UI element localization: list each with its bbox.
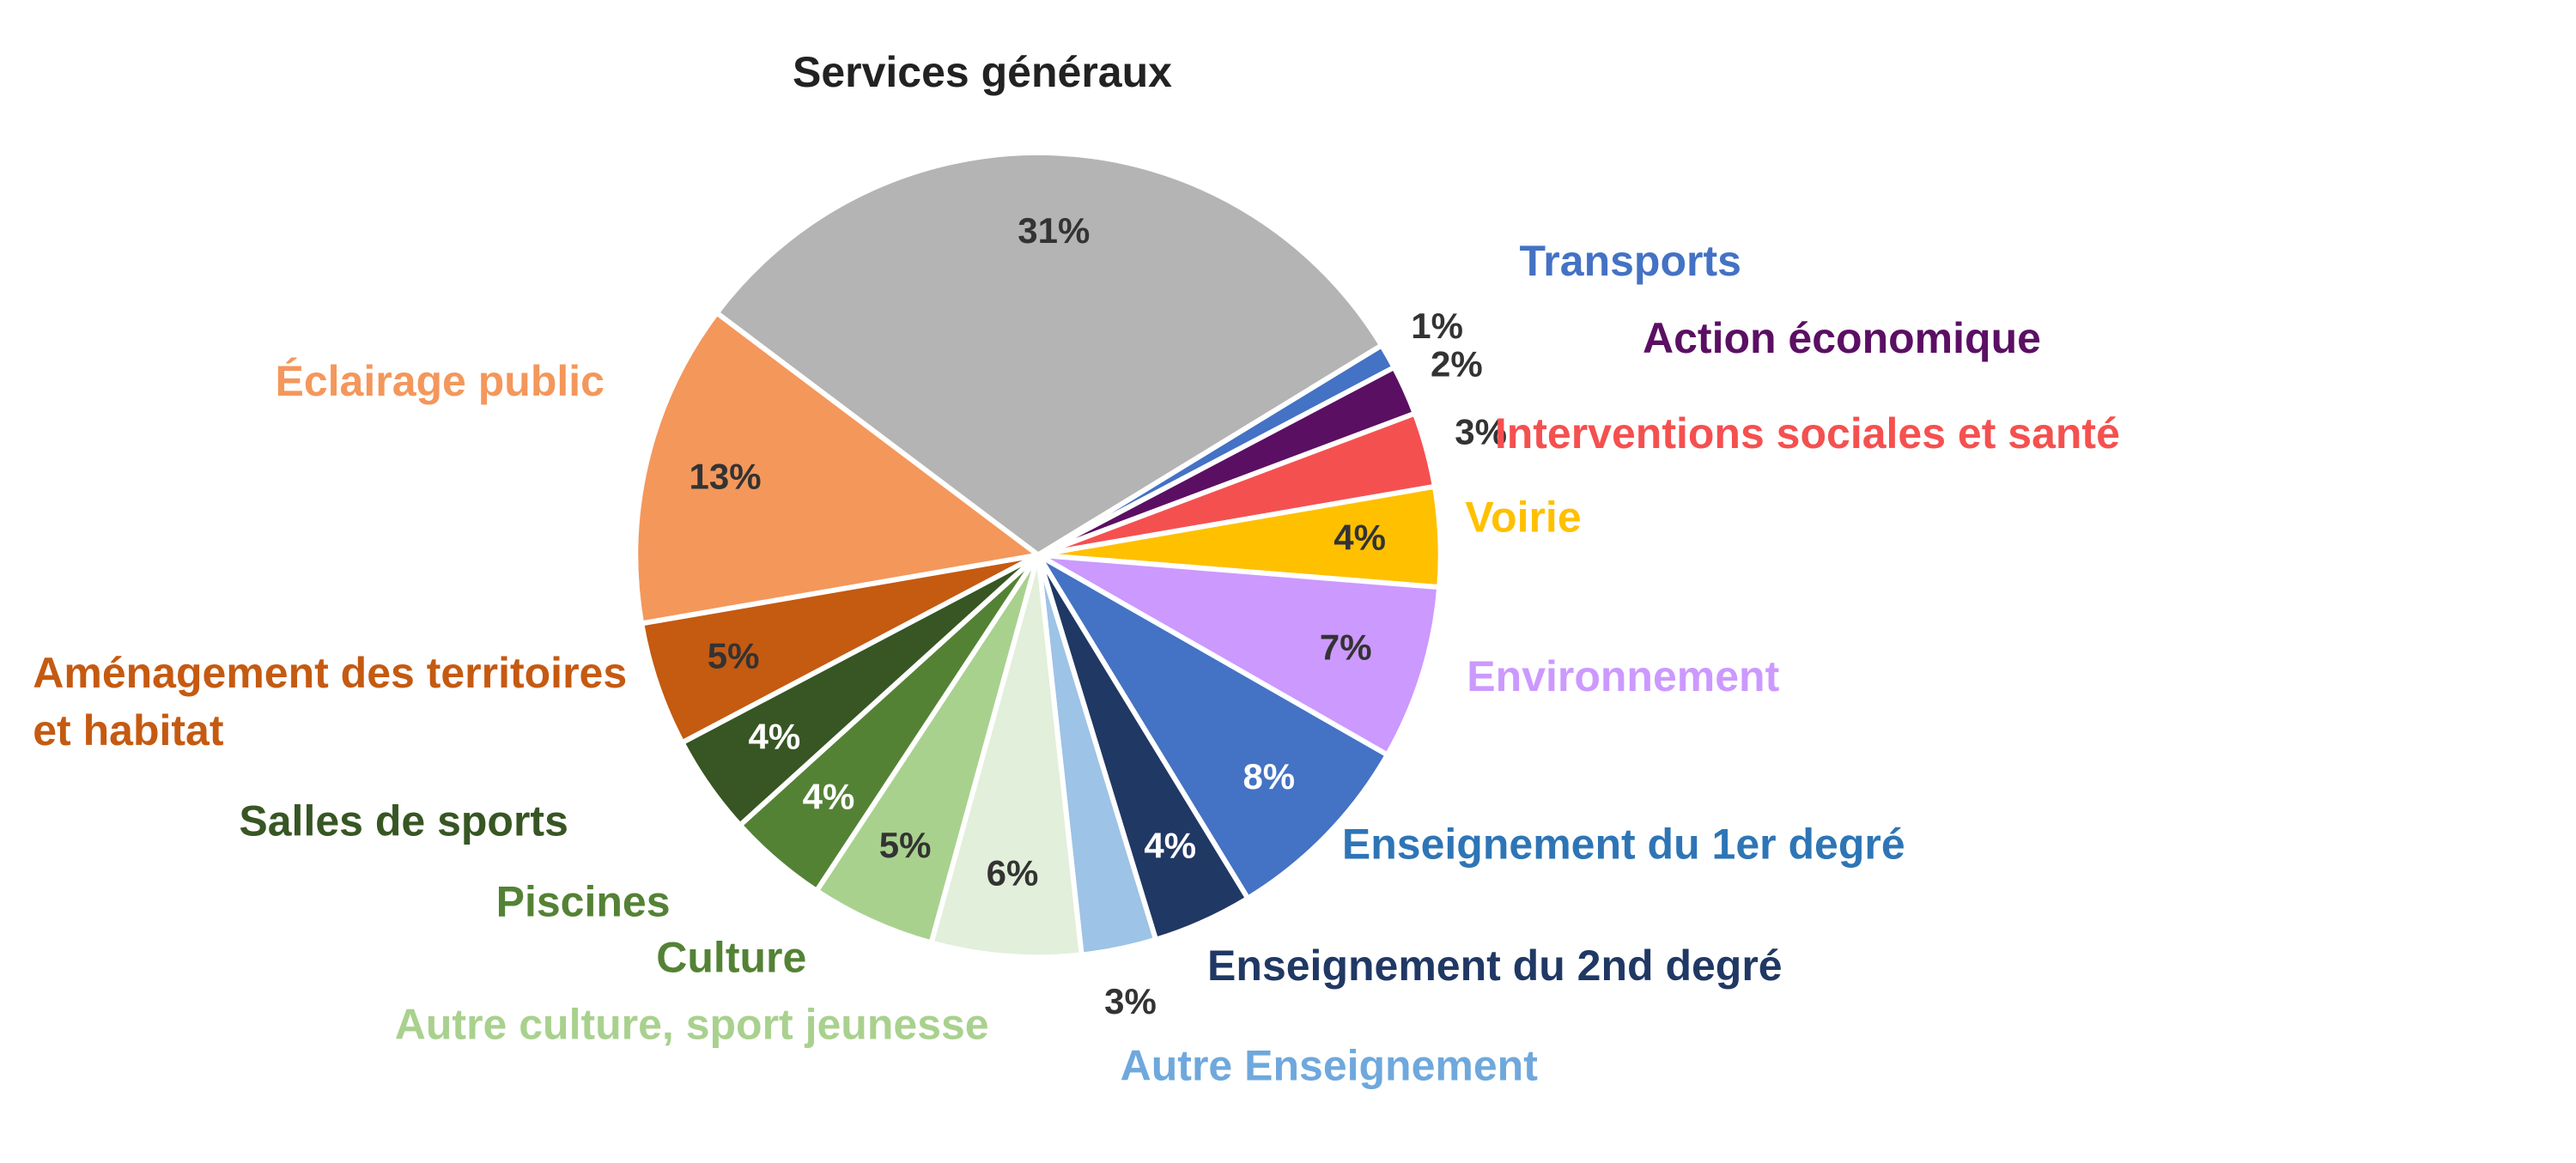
category-label: Enseignement du 1er degré [1342, 820, 1905, 868]
category-label: Services généraux [793, 48, 1172, 96]
category-label: Action économique [1643, 314, 2041, 362]
value-label: 4% [1144, 826, 1196, 866]
value-label: 1% [1411, 306, 1463, 346]
pie-slice [1036, 552, 1391, 902]
value-label: 7% [1320, 627, 1372, 668]
value-label: 4% [1334, 518, 1386, 558]
category-label: Autre Enseignement [1121, 1042, 1539, 1090]
category-label: Environnement [1467, 652, 1779, 700]
value-label: 6% [987, 852, 1039, 893]
value-label: 3% [1104, 981, 1157, 1021]
value-label: 3% [1455, 412, 1507, 452]
category-label: Enseignement du 2nd degré [1207, 942, 1783, 990]
category-label: Salles de sports [239, 797, 568, 845]
pie-slice [927, 554, 1084, 960]
value-label: 4% [803, 776, 855, 816]
value-label: 2% [1431, 344, 1483, 385]
category-label: Transports [1520, 237, 1741, 285]
pie-slice [1036, 552, 1443, 759]
value-label: 13% [690, 457, 762, 497]
pie-slice [633, 309, 1045, 627]
value-label: 5% [708, 636, 760, 676]
category-label: Autre culture, sport jeunesse [395, 1001, 989, 1049]
value-label: 5% [879, 825, 932, 865]
category-label: Interventions sociales et santé [1495, 409, 2120, 457]
value-label: 8% [1242, 756, 1295, 797]
category-label: Voirie [1465, 494, 1581, 542]
value-label: 4% [749, 717, 801, 757]
category-label: Aménagement des territoires et habitat [33, 649, 639, 754]
category-label: Piscines [496, 877, 671, 925]
pie-slice [713, 149, 1386, 559]
category-label: Éclairage public [275, 357, 604, 405]
value-label: 31% [1018, 210, 1090, 251]
category-label: Culture [656, 933, 806, 981]
